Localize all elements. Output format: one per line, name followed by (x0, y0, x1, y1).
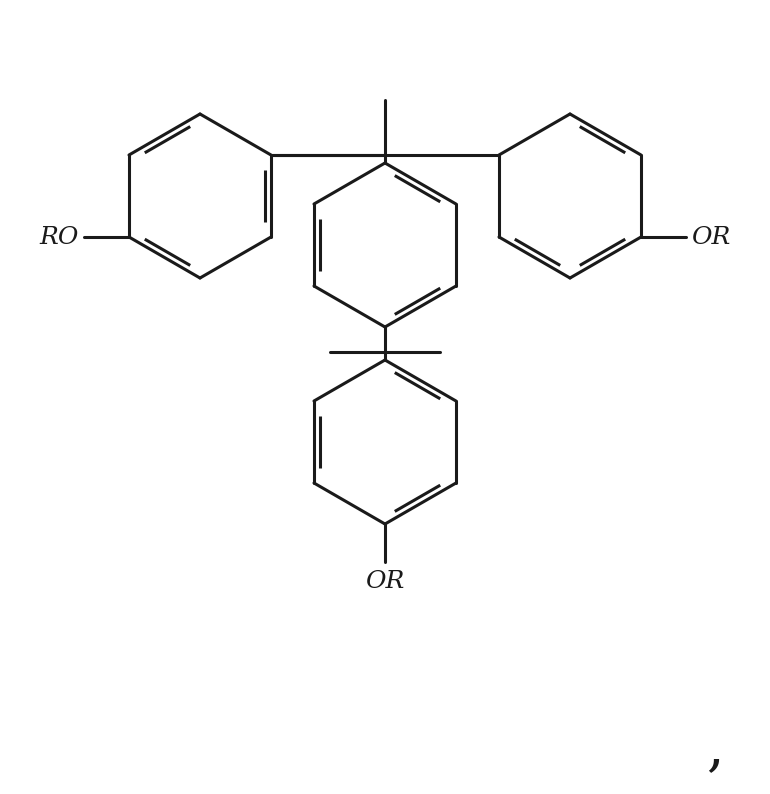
Text: ,: , (706, 722, 724, 777)
Text: OR: OR (365, 570, 405, 593)
Text: RO: RO (39, 225, 79, 249)
Text: OR: OR (691, 225, 731, 249)
